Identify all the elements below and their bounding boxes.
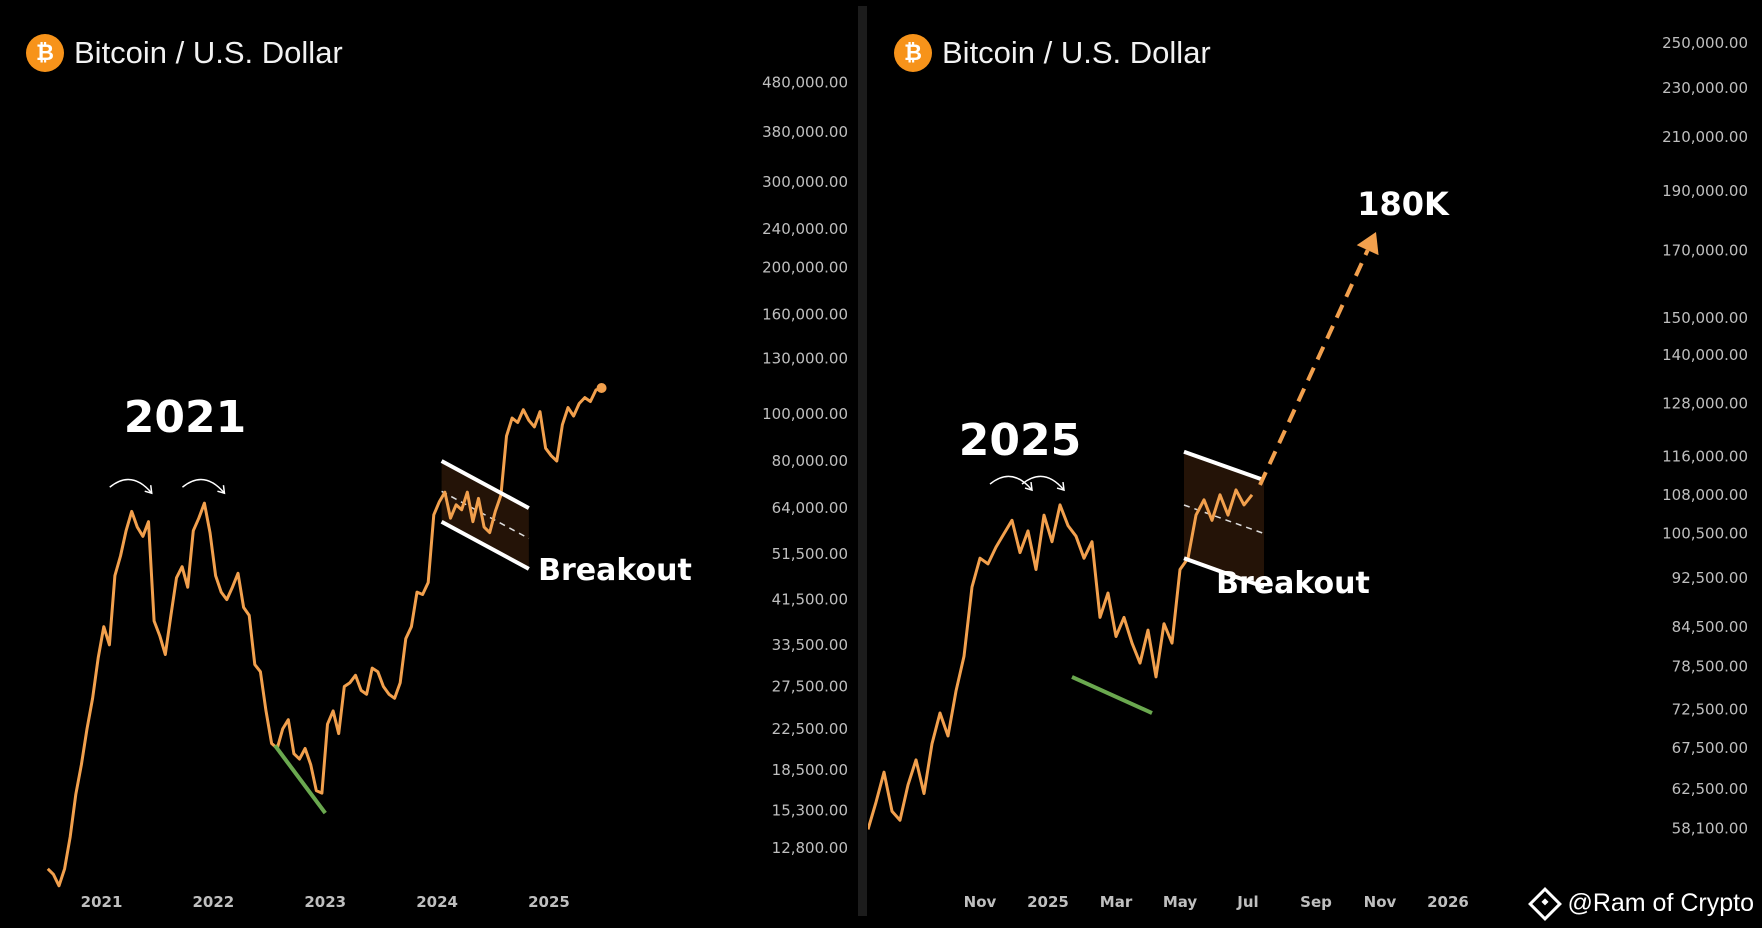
y-tick-label: 170,000.00 — [1662, 242, 1748, 260]
y-tick-label: 200,000.00 — [762, 258, 848, 276]
projection-arrow-head — [1356, 232, 1379, 256]
y-tick-label: 33,500.00 — [772, 636, 848, 654]
y-tick-label: 15,300.00 — [772, 801, 848, 819]
annotation-label: 2021 — [124, 392, 246, 443]
y-tick-label: 27,500.00 — [772, 677, 848, 695]
binance-square-icon — [1528, 886, 1563, 921]
channel-upper-line — [1183, 449, 1265, 482]
y-tick-label: 41,500.00 — [772, 591, 848, 609]
bitcoin-icon: ₿ — [894, 34, 932, 72]
y-tick-label: 67,500.00 — [1672, 739, 1748, 757]
y-tick-label: 160,000.00 — [762, 306, 848, 324]
y-tick-label: 480,000.00 — [762, 74, 848, 92]
y-tick-label: 51,500.00 — [772, 545, 848, 563]
chart-title-text-right: Bitcoin / U.S. Dollar — [942, 35, 1211, 70]
x-tick-label: 2021 — [81, 893, 123, 911]
y-tick-label: 210,000.00 — [1662, 128, 1748, 146]
y-tick-label: 62,500.00 — [1672, 780, 1748, 798]
annotation-label: Breakout — [1216, 566, 1370, 601]
y-tick-label: 140,000.00 — [1662, 346, 1748, 364]
x-tick-label: 2024 — [416, 893, 458, 911]
channel-upper-line — [440, 459, 530, 510]
chart-panel-right: 250,000.00 230,000.00 210,000.00 190,000.00… — [868, 0, 1762, 928]
y-tick-label: 78,500.00 — [1672, 658, 1748, 676]
y-tick-label: 12,800.00 — [772, 839, 848, 857]
channel-lower-line — [1183, 556, 1265, 589]
y-tick-label: 64,000.00 — [772, 499, 848, 517]
y-tick-label: 84,500.00 — [1672, 618, 1748, 636]
x-tick-label: 2025 — [528, 893, 570, 911]
y-tick-label: 380,000.00 — [762, 123, 848, 141]
watermark: @Ram of Crypto — [1528, 886, 1754, 921]
chart-title-text-left: Bitcoin / U.S. Dollar — [74, 35, 343, 70]
bitcoin-icon: ₿ — [26, 34, 64, 72]
channel-lower-line — [440, 519, 530, 571]
price-chart-left: 480,000.00 380,000.00 300,000.00 240,000.00… — [46, 74, 848, 911]
x-tick-label: 2023 — [304, 893, 346, 911]
y-tick-label: 230,000.00 — [1662, 79, 1748, 97]
x-tick-label: Mar — [1100, 893, 1133, 911]
last-price-dot — [596, 383, 607, 394]
curved-arrow-head — [1024, 481, 1033, 492]
watermark-text: @Ram of Crypto — [1567, 889, 1754, 917]
x-tick-label: Sep — [1300, 893, 1332, 911]
panel-divider — [858, 6, 867, 916]
curved-arrow-head — [144, 485, 153, 495]
x-tick-label: 2025 — [1027, 893, 1069, 911]
projection-arrow-line — [1258, 249, 1370, 486]
support-trendline — [1071, 675, 1153, 715]
y-tick-label: 18,500.00 — [772, 761, 848, 779]
y-tick-label: 92,500.00 — [1672, 569, 1748, 587]
y-tick-label: 128,000.00 — [1662, 394, 1748, 412]
y-tick-label: 100,000.00 — [762, 405, 848, 423]
channel-fill — [1184, 451, 1264, 588]
y-tick-label: 190,000.00 — [1662, 182, 1748, 200]
x-tick-label: 2022 — [193, 893, 235, 911]
x-tick-label: Nov — [1364, 893, 1397, 911]
y-tick-label: 240,000.00 — [762, 220, 848, 238]
curved-arrow — [109, 478, 153, 494]
price-line — [46, 386, 603, 888]
y-tick-label: 250,000.00 — [1662, 34, 1748, 52]
chart-panel-left: 480,000.00 380,000.00 300,000.00 240,000.00… — [0, 0, 858, 928]
y-tick-label: 130,000.00 — [762, 349, 848, 367]
x-tick-label: Nov — [964, 893, 997, 911]
curved-arrow — [181, 478, 226, 494]
price-chart-right: 250,000.00 230,000.00 210,000.00 190,000.00… — [868, 34, 1748, 911]
x-tick-label: 2026 — [1427, 893, 1469, 911]
annotation-label: 180K — [1357, 185, 1450, 223]
annotation-label: 2025 — [959, 415, 1081, 466]
chart-title-right: ₿ Bitcoin / U.S. Dollar — [894, 34, 1211, 72]
y-tick-label: 100,500.00 — [1662, 525, 1748, 543]
y-tick-label: 116,000.00 — [1662, 447, 1748, 465]
y-tick-label: 72,500.00 — [1672, 700, 1748, 718]
y-tick-label: 108,000.00 — [1662, 486, 1748, 504]
x-tick-label: Jul — [1236, 893, 1258, 911]
y-tick-label: 300,000.00 — [762, 173, 848, 191]
y-tick-label: 22,500.00 — [772, 720, 848, 738]
chart-title-left: ₿ Bitcoin / U.S. Dollar — [26, 34, 343, 72]
x-tick-label: May — [1163, 893, 1198, 911]
curved-arrow — [1021, 475, 1065, 491]
y-tick-label: 150,000.00 — [1662, 309, 1748, 327]
annotation-label: Breakout — [538, 553, 692, 588]
curved-arrow-head — [1056, 481, 1065, 492]
y-tick-label: 80,000.00 — [772, 452, 848, 470]
support-trendline — [273, 744, 327, 815]
channel-midline — [441, 490, 530, 540]
curved-arrow-head — [217, 485, 226, 495]
curved-arrow — [989, 475, 1033, 491]
y-tick-label: 58,100.00 — [1672, 819, 1748, 837]
